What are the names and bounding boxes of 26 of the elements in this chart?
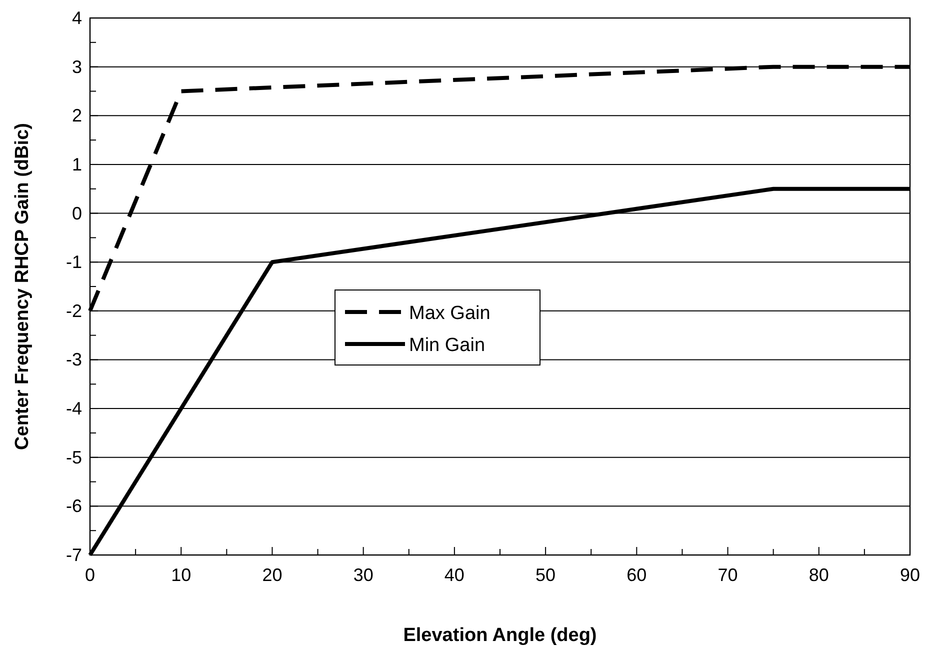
x-tick-label: 0	[84, 565, 96, 585]
y-tick-label: -4	[66, 398, 82, 419]
x-tick-label: 40	[444, 565, 464, 585]
legend-label: Min Gain	[409, 335, 486, 356]
x-tick-label: 50	[536, 565, 556, 585]
y-tick-label: -6	[66, 496, 82, 516]
y-tick-label: 4	[72, 8, 82, 28]
legend-label: Max Gain	[409, 303, 490, 324]
y-tick-label: -3	[66, 350, 82, 370]
x-axis-title: Elevation Angle (deg)	[403, 625, 597, 646]
y-tick-label: -5	[66, 447, 82, 468]
y-tick-label: 1	[72, 154, 82, 174]
x-tick-label: 70	[718, 565, 738, 585]
x-tick-label: 80	[808, 565, 829, 585]
x-tick-label: 30	[353, 565, 374, 585]
y-tick-label: -1	[66, 252, 82, 272]
y-tick-label: -2	[66, 300, 82, 321]
x-tick-label: 10	[171, 565, 192, 585]
y-tick-label: 0	[72, 203, 82, 224]
x-tick-label: 20	[262, 565, 282, 585]
y-tick-label: -7	[66, 545, 82, 565]
x-tick-label: 60	[626, 565, 647, 585]
x-tick-label: 90	[900, 565, 920, 585]
y-tick-label: 3	[72, 56, 82, 77]
y-axis-title: Center Frequency RHCP Gain (dBic)	[12, 123, 33, 450]
y-tick-label: 2	[72, 106, 82, 126]
